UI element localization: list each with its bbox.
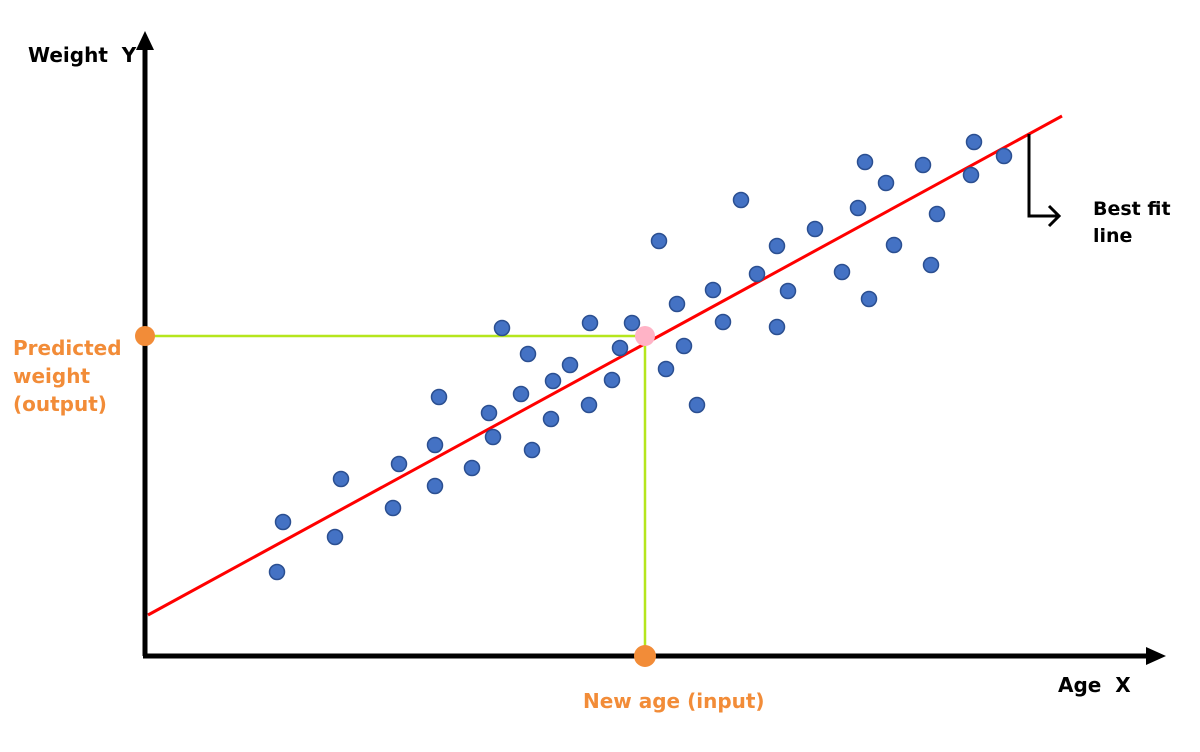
data-point xyxy=(542,410,560,428)
data-point xyxy=(426,436,444,454)
data-point xyxy=(914,156,932,174)
x-axis-arrowhead xyxy=(1146,647,1166,665)
guide-lines xyxy=(145,334,647,656)
data-point xyxy=(779,282,797,300)
data-point xyxy=(430,388,448,406)
data-point xyxy=(732,191,750,209)
best-fit-callout-arrow xyxy=(1027,134,1057,218)
data-point xyxy=(922,256,940,274)
data-point xyxy=(268,563,286,581)
data-point xyxy=(965,133,983,151)
data-point xyxy=(849,199,867,217)
data-point xyxy=(484,428,502,446)
data-point xyxy=(623,314,641,332)
data-point xyxy=(611,339,629,357)
data-point xyxy=(748,265,766,283)
data-point xyxy=(714,313,732,331)
data-point xyxy=(688,396,706,414)
data-point xyxy=(480,404,498,422)
data-point xyxy=(332,470,350,488)
data-point xyxy=(390,455,408,473)
data-point xyxy=(326,528,344,546)
data-point xyxy=(668,295,686,313)
data-point xyxy=(877,174,895,192)
best-fit-label: Best fit line xyxy=(1093,198,1171,247)
data-point xyxy=(274,513,292,531)
predicted-weight-label: Predicted weight (output) xyxy=(13,336,122,416)
new-age-marker xyxy=(634,645,656,667)
data-point xyxy=(650,232,668,250)
data-point xyxy=(657,360,675,378)
data-point xyxy=(580,396,598,414)
prediction-point xyxy=(635,326,655,346)
data-point xyxy=(768,318,786,336)
data-point xyxy=(384,499,402,517)
new-age-label: New age (input) xyxy=(583,689,765,713)
data-point xyxy=(581,314,599,332)
y-axis-arrowhead xyxy=(136,31,154,50)
data-point xyxy=(704,281,722,299)
data-point xyxy=(675,337,693,355)
data-point xyxy=(928,205,946,223)
data-point xyxy=(426,477,444,495)
data-point xyxy=(519,345,537,363)
data-point xyxy=(885,236,903,254)
best-fit-line xyxy=(147,114,1063,617)
input-output-markers xyxy=(135,326,656,667)
data-point xyxy=(806,220,824,238)
x-axis-title: Age X xyxy=(1058,673,1131,697)
data-point xyxy=(544,372,562,390)
data-point xyxy=(561,356,579,374)
data-point xyxy=(512,385,530,403)
data-point xyxy=(523,441,541,459)
data-points xyxy=(268,133,1013,581)
data-point xyxy=(856,153,874,171)
data-point xyxy=(995,147,1013,165)
data-point xyxy=(603,371,621,389)
predicted-weight-marker xyxy=(135,326,155,346)
y-axis-title: Weight Y xyxy=(28,43,137,67)
data-point xyxy=(768,237,786,255)
data-point xyxy=(493,319,511,337)
best-fit-callout-arrowhead xyxy=(1047,204,1062,228)
data-point xyxy=(463,459,481,477)
data-point xyxy=(833,263,851,281)
data-point xyxy=(962,166,980,184)
data-point xyxy=(860,290,878,308)
